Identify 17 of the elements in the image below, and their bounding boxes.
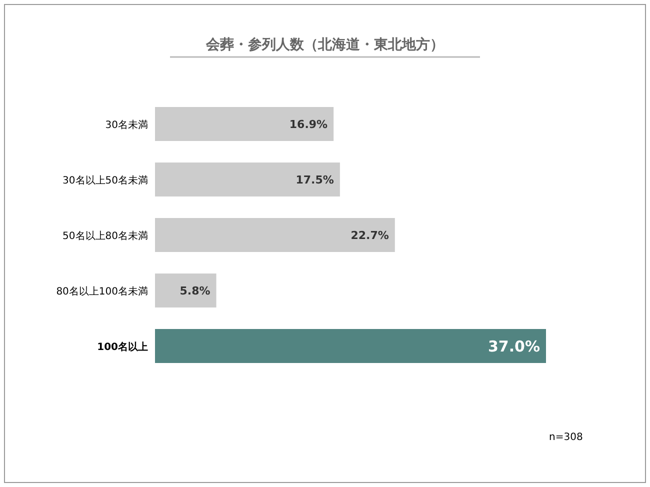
y-tick-label: 30名未満 [105,119,148,131]
chart-title: 会葬・参列人数（北海道・東北地方） [205,36,444,53]
y-tick-label: 30名以上50名未満 [62,174,148,186]
y-tick-label: 80名以上100名未満 [56,286,148,298]
bar [155,107,334,141]
y-tick-label: 100名以上 [97,341,148,353]
data-label: 22.7% [350,229,389,242]
text: n=308 [549,432,583,443]
bar [155,329,546,363]
bar [155,218,395,252]
bar [155,162,340,196]
data-label: 17.5% [296,174,334,186]
data-label: 16.9% [289,118,328,131]
y-tick-label: 50名以上80名未満 [62,230,148,242]
data-label: 37.0% [488,338,540,356]
data-label: 5.8% [180,284,210,298]
bar [155,274,216,308]
